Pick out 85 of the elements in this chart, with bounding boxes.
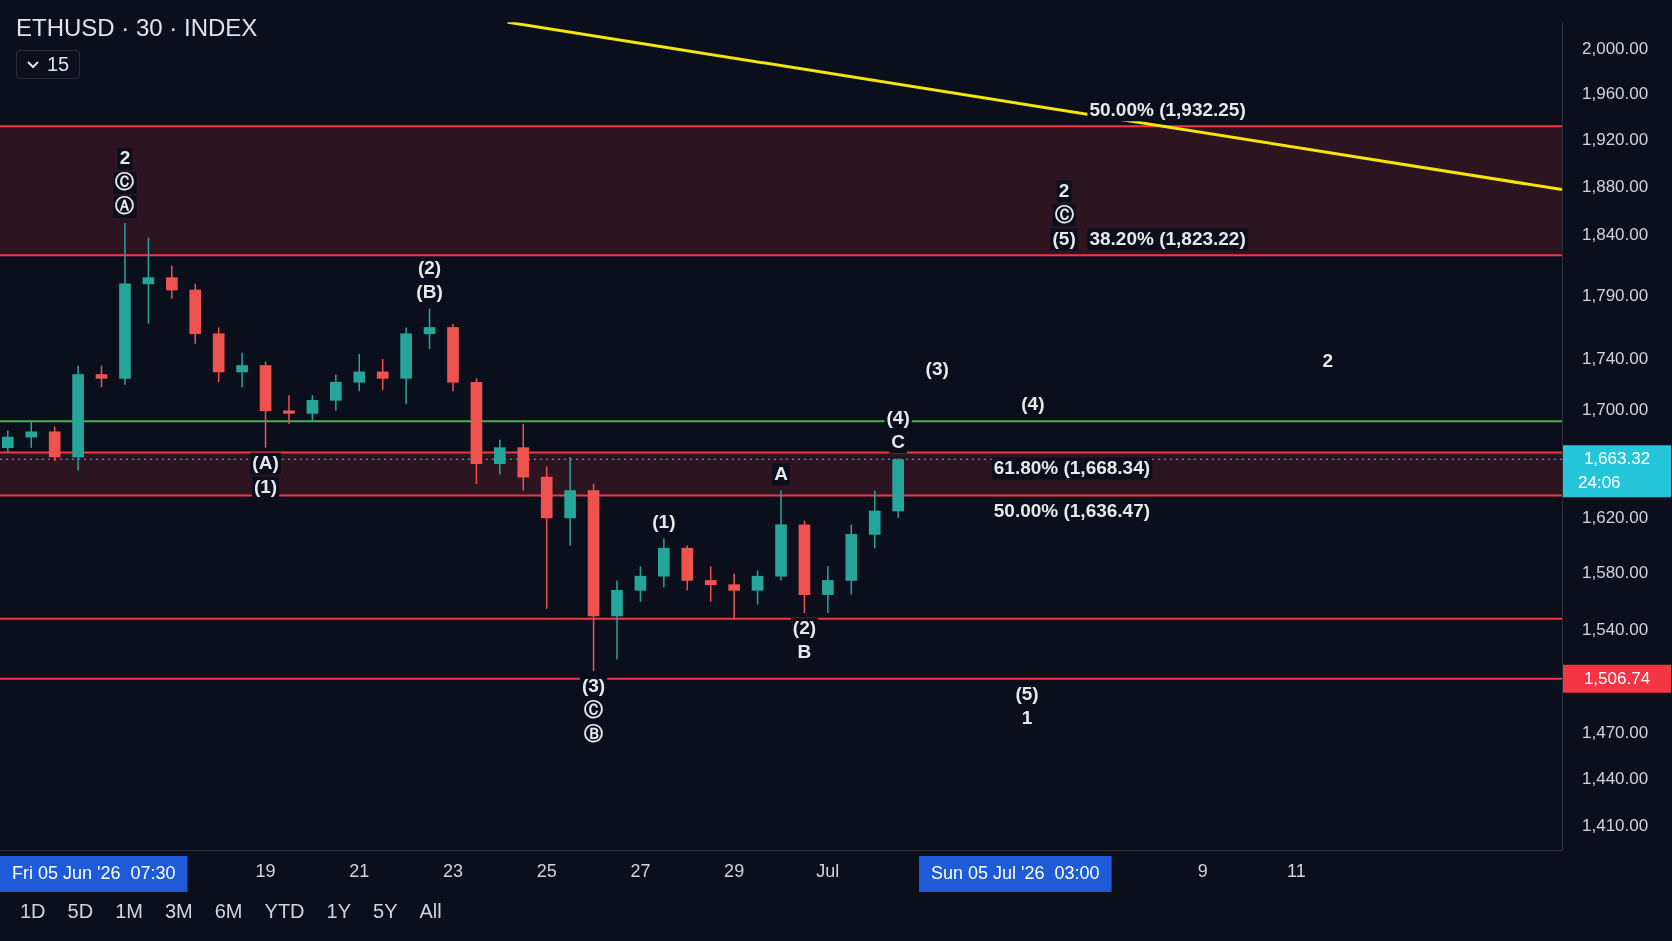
text: Sun 05 Jul '26 03:00 xyxy=(931,862,1100,883)
y-tick-label: 1,880.00 xyxy=(1582,176,1649,196)
x-tick-label: 29 xyxy=(724,860,745,881)
x-tick-label: Jul xyxy=(816,860,840,881)
y-tick-label: 2,000.00 xyxy=(1582,39,1649,59)
text: YTD xyxy=(264,900,305,923)
annotation: 15 xyxy=(47,53,70,76)
x-tick-label: 25 xyxy=(536,860,557,881)
text: 3M xyxy=(164,900,193,923)
annotation: (4) xyxy=(886,406,910,428)
y-tick-label: 1,540.00 xyxy=(1582,620,1649,640)
y-tick-label: 1,410.00 xyxy=(1582,815,1649,835)
annotation: A xyxy=(774,462,789,484)
candlestick xyxy=(704,565,717,603)
y-tick-label: 1,700.00 xyxy=(1582,400,1649,420)
text: 1Y xyxy=(326,900,352,923)
text: 5D xyxy=(67,900,94,923)
annotation: Ⓑ xyxy=(584,723,604,745)
candlestick xyxy=(751,569,764,606)
annotation: 1 xyxy=(1021,707,1033,729)
y-tick-label: 1,440.00 xyxy=(1582,769,1649,789)
text: All xyxy=(419,900,442,923)
annotation: 2 xyxy=(119,147,131,169)
annotation: Ⓒ xyxy=(584,699,604,721)
annotation: Ⓒ xyxy=(115,171,135,193)
annotation: (1) xyxy=(652,510,676,532)
annotation: Ⓐ xyxy=(115,195,135,217)
candlestick xyxy=(25,420,38,449)
annotation: 50.00% (1,636.47) xyxy=(993,499,1151,521)
annotation: 2 xyxy=(1058,179,1070,201)
text: 1M xyxy=(115,900,143,923)
annotation: (5) xyxy=(1052,227,1076,249)
annotation: C xyxy=(891,430,906,452)
candlestick xyxy=(1,429,14,454)
y-tick-label: 1,960.00 xyxy=(1582,84,1649,104)
y-tick-label: 1,840.00 xyxy=(1582,224,1649,244)
annotation: 50.00% (1,932.25) xyxy=(1089,98,1246,120)
y-tick-label: 1,920.00 xyxy=(1582,130,1649,150)
annotation: (2) xyxy=(792,617,817,639)
annotation: (A) xyxy=(252,451,279,473)
chart-title: ETHUSD · 30 · INDEX xyxy=(16,14,258,42)
text: 1D xyxy=(20,900,46,923)
candlestick xyxy=(95,364,108,389)
candlestick xyxy=(376,358,389,391)
candlestick xyxy=(423,307,436,350)
x-tick-label: 19 xyxy=(255,860,276,881)
ref-line-label: 1,506.74 xyxy=(1583,668,1651,688)
candlestick xyxy=(494,438,506,476)
annotation: (B) xyxy=(416,280,443,302)
annotation: Ⓒ xyxy=(1054,203,1074,225)
candlestick xyxy=(822,565,834,614)
annotation: (2) xyxy=(417,256,442,278)
annotation: 61.80% (1,668.34) xyxy=(993,456,1151,478)
y-tick-label: 1,620.00 xyxy=(1582,507,1649,527)
annotation: (4) xyxy=(1021,393,1045,415)
y-tick-label: 1,740.00 xyxy=(1582,348,1649,368)
annotation: (3) xyxy=(581,675,606,697)
candlestick xyxy=(165,264,178,300)
candlestick xyxy=(728,572,740,620)
ref-line-label: 1,663.32 xyxy=(1583,448,1651,468)
annotation: (1) xyxy=(253,475,278,497)
text: 5Y xyxy=(373,900,398,923)
text: 6M xyxy=(214,900,243,923)
candlestick xyxy=(142,236,155,325)
y-tick-label: 1,790.00 xyxy=(1582,285,1649,305)
x-tick-label: 21 xyxy=(349,860,370,881)
annotation: (3) xyxy=(925,358,949,380)
y-tick-label: 1,470.00 xyxy=(1582,723,1649,743)
y-tick-label: 1,580.00 xyxy=(1582,563,1649,583)
annotation: 38.20% (1,823.22) xyxy=(1089,227,1246,249)
annotation: 2 xyxy=(1322,349,1333,371)
x-tick-label: 11 xyxy=(1287,860,1306,881)
x-tick-label: 9 xyxy=(1197,860,1208,881)
candlestick xyxy=(353,353,366,393)
annotation: (5) xyxy=(1015,683,1039,705)
candlestick xyxy=(330,373,342,412)
annotation: B xyxy=(797,641,812,663)
candlestick xyxy=(283,394,295,425)
candlestick xyxy=(634,565,647,603)
x-tick-label: 27 xyxy=(630,860,651,881)
x-tick-label: 23 xyxy=(442,860,463,881)
text: 24:06 xyxy=(1578,472,1621,492)
candlestick xyxy=(306,394,319,423)
candlestick xyxy=(236,352,248,389)
text: Fri 05 Jun '26 07:30 xyxy=(12,862,176,883)
